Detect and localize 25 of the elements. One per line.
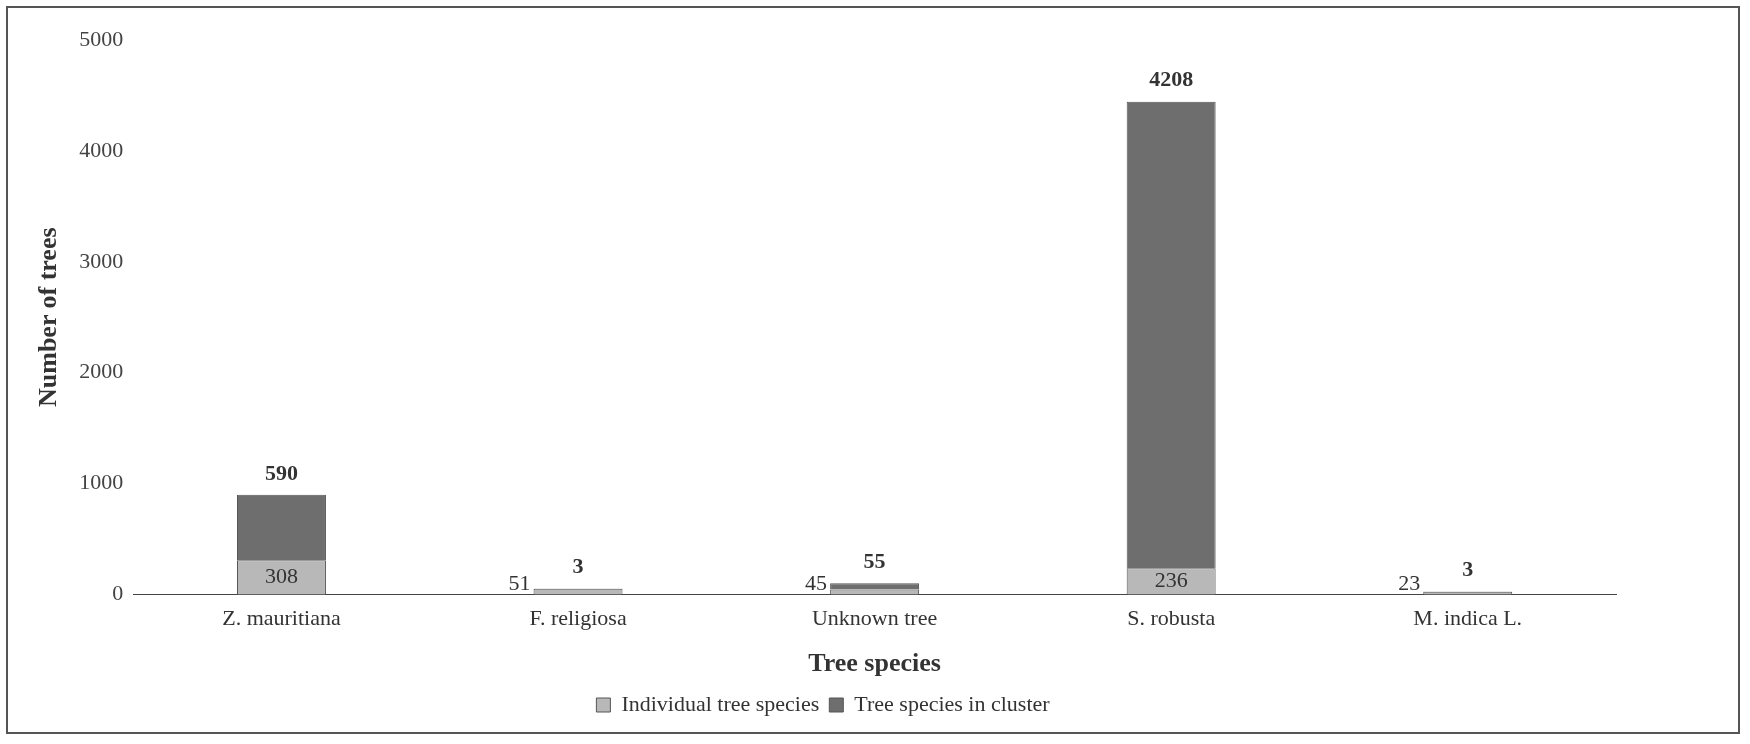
- y-axis-title: Number of trees: [33, 227, 63, 407]
- data-label: 55: [863, 548, 886, 573]
- data-label: 4208: [1149, 66, 1194, 92]
- legend-label: Tree species in cluster: [854, 690, 1051, 716]
- x-tick-label: Z. mauritiana: [222, 605, 341, 631]
- legend-label: Individual tree species: [621, 690, 820, 716]
- y-tick-label: 0: [112, 580, 124, 606]
- y-tick-label: 5000: [79, 25, 124, 51]
- x-tick-label: F. religiosa: [529, 605, 627, 631]
- data-label: 3: [1462, 556, 1474, 582]
- data-label: 590: [264, 459, 298, 485]
- data-label: 236: [1154, 567, 1188, 593]
- x-tick-label: Unknown tree: [811, 605, 938, 631]
- y-tick-label: 1000: [79, 469, 124, 495]
- y-tick-label: 4000: [79, 136, 124, 162]
- data-label: 51: [508, 570, 531, 596]
- x-tick-label: S. robusta: [1127, 605, 1216, 631]
- x-tick-label: M. indica L.: [1413, 605, 1523, 631]
- x-axis-title: Tree species: [808, 648, 941, 678]
- data-label: 23: [1398, 570, 1421, 596]
- data-label: 45: [805, 570, 828, 596]
- data-label: 308: [264, 563, 298, 589]
- y-tick-label: 2000: [79, 358, 124, 384]
- data-label: 3: [572, 553, 584, 579]
- y-tick-label: 3000: [79, 247, 124, 273]
